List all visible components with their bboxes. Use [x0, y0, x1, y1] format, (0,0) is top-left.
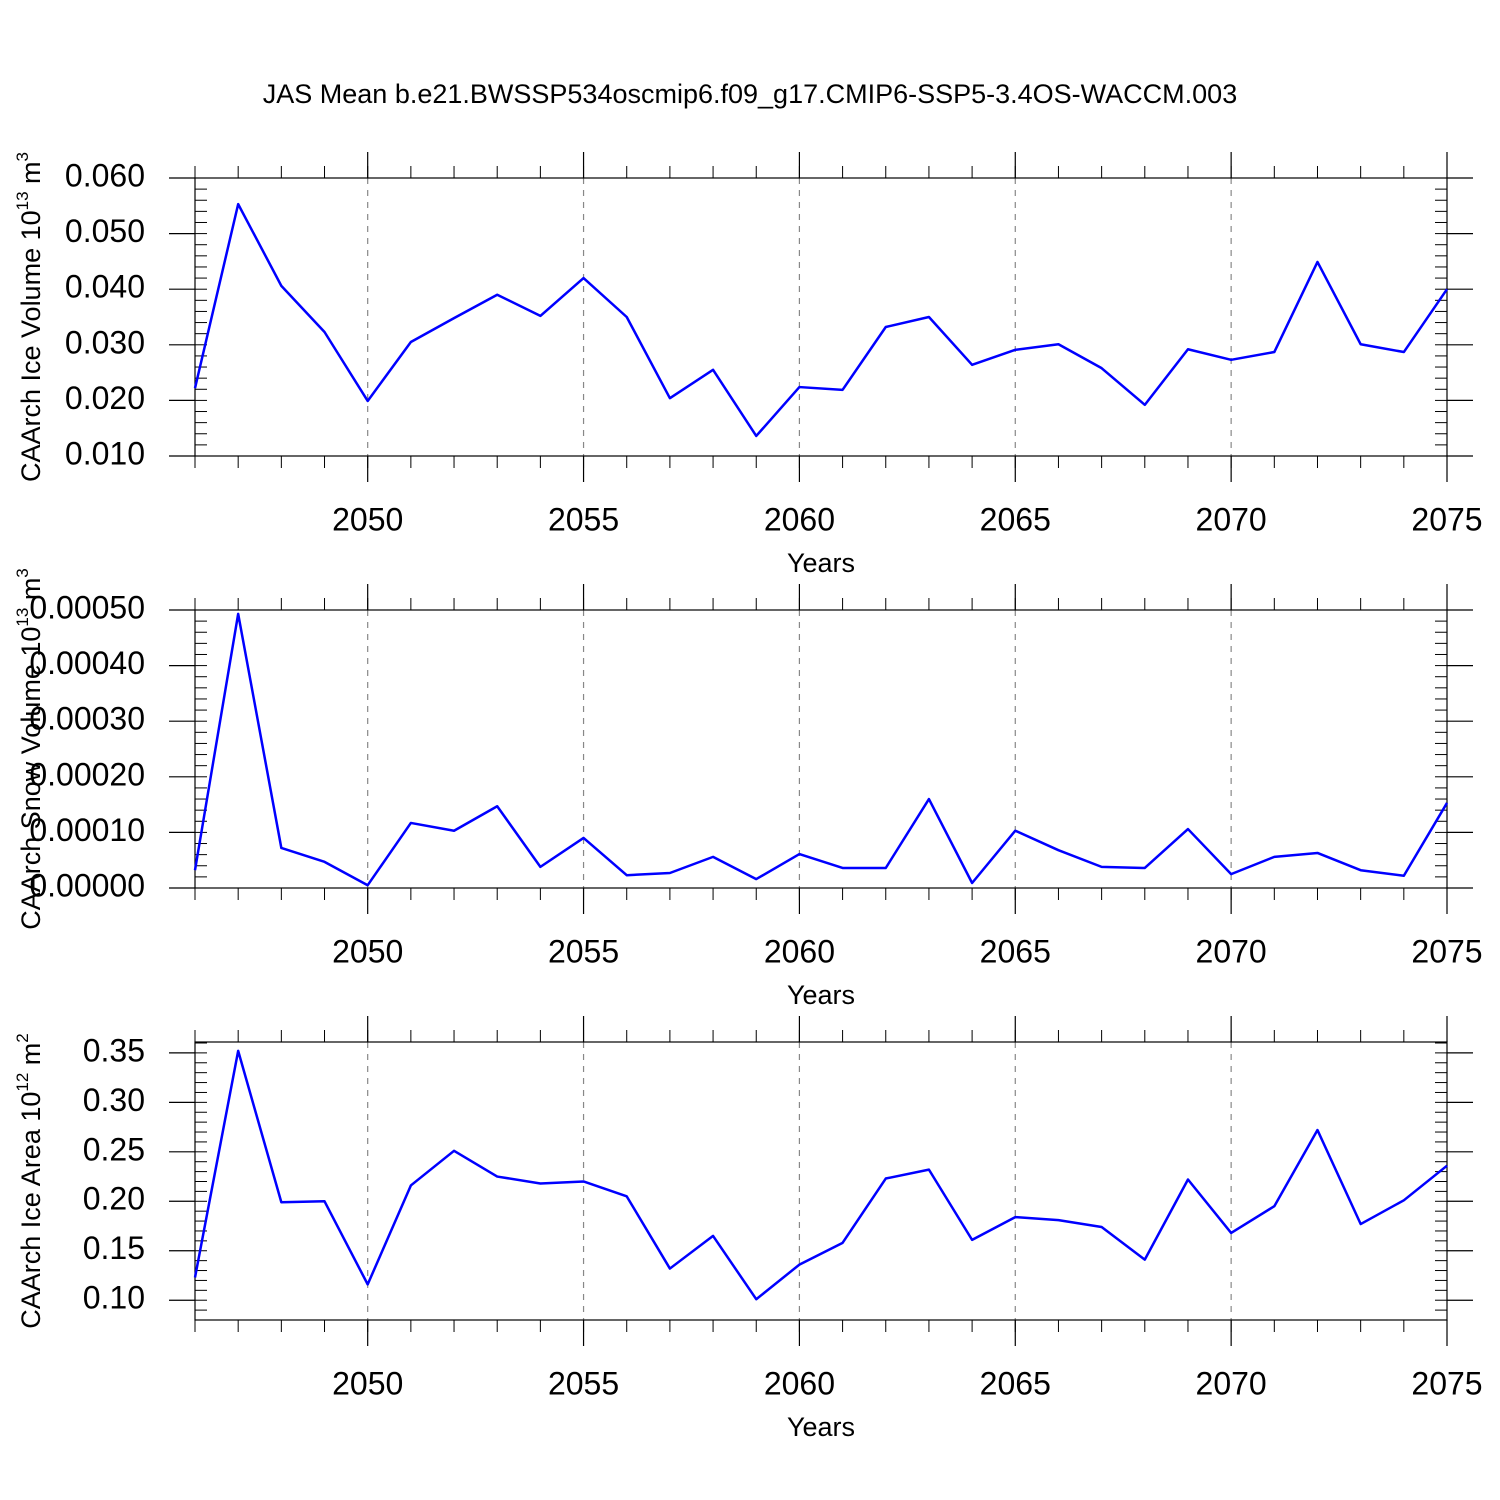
y-axis-label-part: 13: [13, 608, 32, 627]
y-tick-label: 0.00040: [29, 645, 145, 681]
x-tick-label: 2055: [548, 1365, 619, 1401]
data-line: [193, 202, 1449, 438]
x-tick-label: 2060: [764, 1365, 835, 1401]
x-tick-label: 2075: [1411, 1365, 1482, 1401]
x-tick-label: 2055: [548, 501, 619, 537]
y-axis-label-part: m: [16, 1043, 46, 1073]
y-tick-label: 0.10: [83, 1280, 145, 1316]
data-line: [193, 612, 1449, 887]
y-tick-label: 0.030: [65, 324, 145, 360]
y-axis-label-part: CAArch Ice Area 10: [16, 1092, 46, 1329]
x-tick-label: 2055: [548, 933, 619, 969]
x-tick-label: 2050: [332, 933, 403, 969]
x-tick-label: 2050: [332, 1365, 403, 1401]
y-tick-label: 0.00020: [29, 756, 145, 792]
x-tick-label: 2060: [764, 933, 835, 969]
y-tick-label: 0.15: [83, 1230, 145, 1266]
x-tick-label: 2065: [980, 1365, 1051, 1401]
x-axis-label: Years: [787, 1412, 855, 1442]
y-axis-label-part: 3: [13, 152, 32, 161]
y-tick-label: 0.050: [65, 213, 145, 249]
x-tick-label: 2065: [980, 501, 1051, 537]
x-tick-label: 2070: [1196, 1365, 1267, 1401]
y-axis-label-part: 13: [13, 191, 32, 210]
y-axis-label: CAArch Ice Area 1012 m2: [13, 1033, 46, 1329]
x-tick-label: 2050: [332, 501, 403, 537]
y-tick-label: 0.30: [83, 1082, 145, 1118]
y-axis-label-part: 12: [13, 1073, 32, 1092]
y-tick-label: 0.010: [65, 435, 145, 471]
y-tick-label: 0.020: [65, 380, 145, 416]
data-line: [193, 1049, 1448, 1301]
x-axis-label: Years: [787, 548, 855, 578]
chart-title: JAS Mean b.e21.BWSSP534oscmip6.f09_g17.C…: [263, 79, 1237, 109]
y-axis-label-part: m: [16, 161, 46, 191]
y-axis-label-part: CAArch Ice Volume 10: [16, 210, 46, 482]
y-tick-label: 0.35: [83, 1032, 145, 1068]
plot-frame: [194, 177, 1448, 457]
plot-frame: [194, 1041, 1448, 1321]
y-axis-label: CAArch Ice Volume 1013 m3: [13, 152, 46, 482]
y-tick-label: 0.060: [65, 157, 145, 193]
y-tick-label: 0.00050: [29, 589, 145, 625]
x-tick-label: 2070: [1196, 501, 1267, 537]
x-tick-label: 2075: [1411, 933, 1482, 969]
x-tick-label: 2065: [980, 933, 1051, 969]
y-axis-label-part: 3: [13, 568, 32, 577]
plot-frame: [194, 609, 1448, 889]
y-axis-label-part: 2: [13, 1033, 32, 1042]
y-tick-label: 0.25: [83, 1131, 145, 1167]
x-tick-label: 2075: [1411, 501, 1482, 537]
y-tick-label: 0.00030: [29, 701, 145, 737]
y-tick-label: 0.00010: [29, 812, 145, 848]
x-axis-label: Years: [787, 980, 855, 1010]
y-tick-label: 0.20: [83, 1181, 145, 1217]
x-tick-label: 2070: [1196, 933, 1267, 969]
y-axis-label: CAArch Snow Volume 1013 m3: [13, 568, 46, 930]
y-axis-label-part: m: [16, 578, 46, 608]
x-tick-label: 2060: [764, 501, 835, 537]
y-tick-label: 0.00000: [29, 867, 145, 903]
y-axis-label-part: CAArch Snow Volume 10: [16, 627, 46, 930]
y-tick-label: 0.040: [65, 269, 145, 305]
